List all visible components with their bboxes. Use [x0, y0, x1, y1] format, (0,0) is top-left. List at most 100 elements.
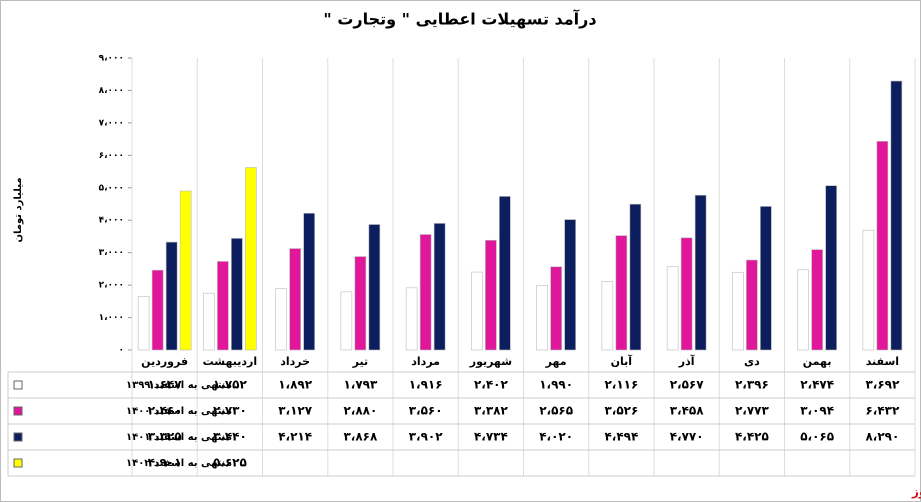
legend-label: منتهی به اسفند ۱۳۹۹	[126, 380, 232, 391]
x-tick-label: بهمن	[803, 355, 832, 368]
table-value: ۴،۷۳۴	[474, 430, 508, 444]
legend-swatch	[13, 432, 23, 442]
bar	[289, 248, 301, 351]
bar	[433, 223, 446, 351]
bar	[629, 203, 642, 351]
table-value: ۳،۸۶۸	[343, 430, 378, 444]
table-value: ۲،۷۷۳	[735, 404, 770, 418]
table-value: ۲،۸۸۰	[343, 404, 377, 418]
legend-label: منتهی به اسفند ۱۴۰۲	[126, 458, 232, 469]
table-value: ۳،۵۲۶	[604, 404, 638, 418]
table-value: ۶،۴۳۲	[865, 404, 900, 418]
legend-label: منتهی به اسفند ۱۴۰۰	[126, 406, 232, 417]
legend-swatch	[13, 380, 23, 390]
bar	[137, 296, 150, 351]
bar	[694, 194, 707, 351]
table-value: ۲،۴۷۴	[800, 378, 834, 392]
bar	[666, 266, 679, 351]
y-tick-label: ۰	[119, 346, 125, 356]
table-value: ۱،۸۹۲	[278, 378, 313, 392]
y-tick-label: ۴،۰۰۰	[99, 216, 124, 226]
y-tick-label: ۳،۰۰۰	[99, 248, 124, 258]
bar	[203, 292, 215, 351]
table-value: ۳،۵۶۰	[409, 404, 443, 418]
y-tick-label: ۷،۰۰۰	[99, 118, 124, 128]
legend-swatch	[13, 458, 23, 468]
table-value: ۱،۷۵۲	[213, 378, 248, 392]
bar	[615, 235, 628, 351]
bar	[550, 266, 562, 351]
bar	[275, 288, 287, 351]
y-tick-label: ۵،۰۰۰	[99, 183, 124, 193]
bar	[564, 219, 576, 351]
legend-label: منتهی به اسفند ۱۴۰۱	[126, 432, 232, 443]
bar	[825, 185, 837, 351]
y-tick-label: ۱،۰۰۰	[99, 313, 124, 323]
y-tick-label: ۸،۰۰۰	[99, 86, 124, 96]
bar	[405, 287, 418, 351]
table-value: ۱،۹۱۶	[409, 378, 443, 392]
bar	[354, 256, 367, 351]
bar	[811, 249, 823, 351]
table-value: ۲،۳۹۶	[735, 378, 769, 392]
table-value: ۱،۷۹۳	[343, 378, 378, 392]
x-tick-label: شهریور	[469, 355, 512, 368]
bar	[485, 239, 497, 351]
bar	[536, 285, 548, 351]
bar	[419, 234, 432, 351]
bar	[797, 269, 809, 351]
table-value: ۸،۲۹۰	[865, 430, 899, 444]
x-tick-label: فروردین	[141, 355, 188, 368]
table-value: ۳،۱۲۷	[278, 404, 313, 418]
table-value: ۳،۰۹۴	[800, 404, 834, 418]
chart-title: درآمد تسهیلات اعطایی " وتجارت "	[323, 9, 596, 29]
source: بورس نیوز	[911, 485, 921, 500]
table-value: ۲،۱۱۶	[604, 378, 638, 392]
bar	[760, 206, 772, 351]
table-value: ۳،۶۹۲	[865, 378, 900, 392]
x-tick-label: اسفند	[866, 355, 899, 368]
table-value: ۳،۳۲۵	[148, 430, 182, 444]
bar	[732, 271, 744, 351]
table-value: ۵،۶۲۵	[213, 456, 247, 470]
bar	[890, 80, 903, 351]
x-tick-label: خرداد	[280, 355, 310, 368]
table-value: ۴،۷۷۰	[670, 430, 704, 444]
table-value: ۳،۹۰۲	[409, 430, 444, 444]
bar	[151, 269, 164, 351]
x-tick-label: مرداد	[411, 355, 440, 368]
bar	[862, 229, 875, 351]
table-value: ۴،۴۲۵	[735, 430, 769, 444]
table-value: ۲،۵۶۵	[539, 404, 573, 418]
table-value: ۱،۹۹۰	[539, 378, 573, 392]
bar	[471, 271, 483, 351]
y-axis-label: میلیارد تومان	[13, 177, 24, 242]
bar	[231, 238, 243, 351]
table-value: ۳،۳۸۲	[474, 404, 509, 418]
table-value: ۲،۴۰۲	[474, 378, 509, 392]
table-value: ۱،۶۴۷	[148, 378, 183, 392]
bar	[876, 141, 889, 351]
bar	[499, 196, 511, 351]
x-tick-label: اردیبهشت	[203, 355, 257, 368]
x-tick-label: آذر	[678, 354, 695, 368]
bar	[303, 212, 315, 351]
x-tick-label: تیر	[352, 355, 368, 368]
table-value: ۵،۰۶۵	[800, 430, 834, 444]
table-value: ۴،۹۰۱	[148, 456, 182, 470]
table-value: ۴،۲۱۴	[278, 430, 312, 444]
bar	[680, 237, 693, 351]
x-tick-label: آبان	[611, 354, 633, 368]
legend-swatch	[13, 406, 23, 416]
bar	[368, 224, 381, 351]
y-tick-label: ۲،۰۰۰	[99, 281, 124, 291]
bar	[165, 241, 178, 351]
table-value: ۴،۰۲۰	[539, 430, 573, 444]
table-value: ۴،۴۹۴	[604, 430, 638, 444]
table-value: ۳،۴۵۸	[670, 404, 705, 418]
bar	[217, 261, 229, 351]
bar	[245, 167, 257, 351]
table-value: ۳،۴۴۰	[213, 430, 247, 444]
